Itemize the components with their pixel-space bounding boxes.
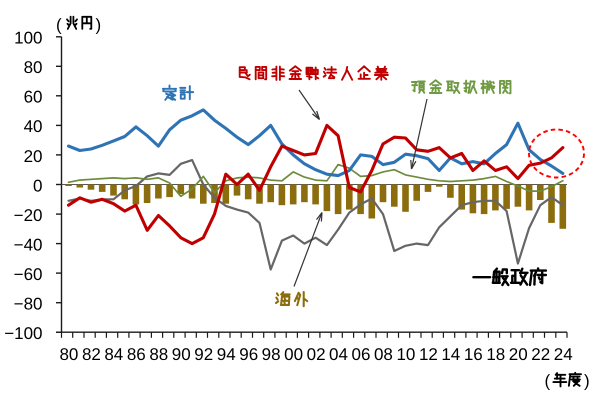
- svg-text:04: 04: [329, 345, 348, 364]
- svg-text:18: 18: [486, 345, 505, 364]
- svg-text:60: 60: [24, 88, 43, 107]
- svg-text:): ): [584, 372, 590, 391]
- svg-text:40: 40: [24, 117, 43, 136]
- svg-text:100: 100: [14, 29, 42, 48]
- svg-text:−40: −40: [14, 235, 43, 254]
- svg-text:−20: −20: [14, 206, 43, 225]
- svg-text:20: 20: [24, 147, 43, 166]
- svg-text:10: 10: [396, 345, 415, 364]
- svg-text:98: 98: [262, 345, 281, 364]
- svg-text:14: 14: [441, 345, 460, 364]
- svg-text:80: 80: [24, 58, 43, 77]
- svg-text:90: 90: [172, 345, 191, 364]
- svg-text:02: 02: [307, 345, 326, 364]
- svg-text:12: 12: [419, 345, 438, 364]
- svg-text:08: 08: [374, 345, 393, 364]
- svg-text:88: 88: [149, 345, 168, 364]
- svg-text:96: 96: [239, 345, 258, 364]
- svg-text:−60: −60: [14, 265, 43, 284]
- svg-text:(: (: [56, 16, 62, 35]
- svg-text:−80: −80: [14, 295, 43, 314]
- svg-text:16: 16: [464, 345, 483, 364]
- svg-text:20: 20: [509, 345, 528, 364]
- svg-text:0: 0: [33, 176, 42, 195]
- svg-text:82: 82: [82, 345, 101, 364]
- svg-text:): ): [96, 16, 102, 35]
- svg-text:92: 92: [194, 345, 213, 364]
- svg-text:−100: −100: [4, 324, 42, 343]
- svg-text:06: 06: [352, 345, 371, 364]
- svg-text:86: 86: [127, 345, 146, 364]
- svg-text:(: (: [545, 372, 551, 391]
- svg-text:94: 94: [217, 345, 236, 364]
- svg-text:80: 80: [59, 345, 78, 364]
- svg-text:22: 22: [531, 345, 550, 364]
- svg-text:00: 00: [284, 345, 303, 364]
- svg-text:84: 84: [104, 345, 123, 364]
- svg-text:24: 24: [554, 345, 573, 364]
